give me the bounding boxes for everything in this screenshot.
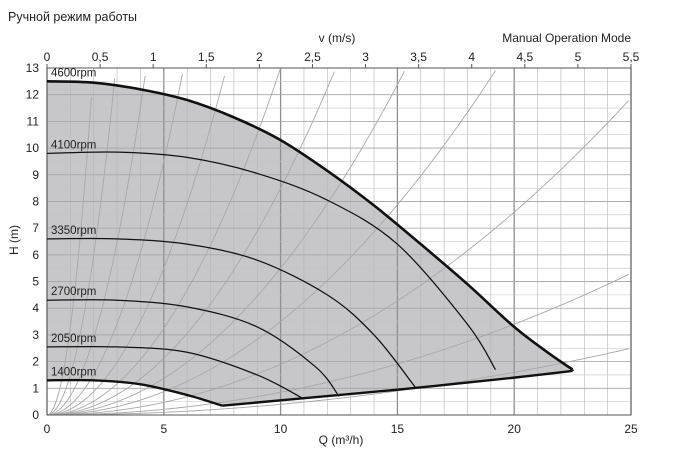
x2-axis-label: v (m/s) [319, 31, 356, 45]
x-tick-label: 0 [44, 422, 51, 436]
y-tick-label: 8 [32, 194, 39, 208]
y-tick-label: 5 [32, 275, 39, 289]
series-label-4100rpm: 4100rpm [51, 139, 96, 151]
y-axis-label: H (m) [7, 225, 21, 255]
system-curve [46, 75, 146, 416]
series-line-3350rpm [46, 237, 417, 389]
system-curve [46, 100, 629, 416]
y-tick-label: 4 [32, 301, 39, 315]
x2-tick-label: 4 [468, 50, 475, 64]
series-line-4100rpm [46, 151, 497, 370]
system-curve [46, 73, 183, 416]
system-curve [47, 273, 629, 416]
x2-tick-label: 0,5 [92, 50, 109, 64]
system-curve [46, 71, 335, 416]
x2-tick-label: 3,5 [410, 50, 427, 64]
chart-title: Manual Operation Mode [502, 31, 631, 45]
x2-tick-label: 0 [44, 50, 51, 64]
x-axis-label: Q (m³/h) [319, 433, 364, 447]
y-tick-label: 6 [32, 248, 39, 262]
plot-area: 4600rpm 4100rpm 3350rpm 2700rpm 2050rpm 1400r… [26, 50, 640, 436]
x-tick-label: 5 [160, 422, 167, 436]
y-tick-label: 9 [32, 168, 39, 182]
x2-tick-label: 4,5 [516, 50, 533, 64]
system-curve [46, 71, 405, 416]
y-tick-label: 10 [26, 141, 40, 155]
x2-tick-label: 3 [362, 50, 369, 64]
x2-tick-label: 2,5 [304, 50, 321, 64]
x-tick-label: 15 [391, 422, 405, 436]
x2-tick-label: 1 [150, 50, 157, 64]
min-curve-line [222, 369, 573, 407]
operating-area [47, 81, 573, 406]
y-tick-label: 1 [32, 381, 39, 395]
series-line-2700rpm [46, 299, 340, 397]
series-label-2050rpm: 2050rpm [51, 333, 96, 345]
y-tick-label: 3 [32, 328, 39, 342]
system-curve [47, 348, 629, 416]
x-tick-label: 20 [508, 422, 522, 436]
system-curve [46, 67, 282, 416]
series-line-2050rpm [46, 345, 305, 400]
y-tick-label: 11 [27, 114, 40, 128]
series-label-3350rpm: 3350rpm [51, 225, 96, 237]
y-tick-label: 0 [32, 408, 39, 422]
y-tick-label: 13 [26, 61, 40, 75]
x-tick-label: 25 [624, 422, 638, 436]
y-tick-label: 7 [32, 221, 39, 235]
title-ru: Ручной режим работы [8, 10, 137, 24]
system-curve [46, 96, 92, 416]
series-label-4600rpm: 4600rpm [51, 67, 96, 79]
plot-frame [46, 67, 632, 416]
series-label-2700rpm: 2700rpm [51, 286, 96, 298]
x2-tick-label: 2 [256, 50, 263, 64]
y-tick-label: 2 [32, 355, 39, 369]
system-curve [46, 78, 116, 416]
series-line-4600rpm [46, 80, 574, 371]
y-tick-label: 12 [26, 88, 40, 102]
x2-tick-label: 5 [575, 50, 582, 64]
x-tick-label: 10 [274, 422, 288, 436]
system-curve [46, 75, 225, 416]
x2-tick-label: 5,5 [623, 50, 640, 64]
series-label-1400rpm: 1400rpm [51, 366, 96, 378]
min-speed-boundary [46, 378, 223, 407]
x2-tick-label: 1,5 [198, 50, 215, 64]
system-curve [46, 70, 496, 416]
